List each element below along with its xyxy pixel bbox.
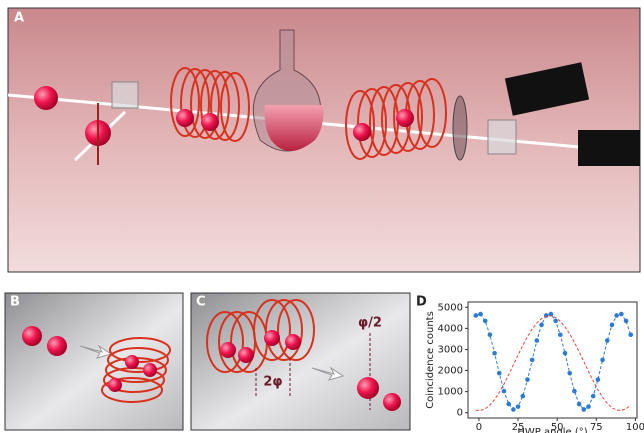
y-tick-label: 5000: [438, 302, 463, 313]
data-point: [516, 404, 521, 409]
data-point: [605, 338, 610, 343]
data-point: [610, 323, 615, 328]
data-point: [596, 377, 601, 382]
photon: [47, 336, 67, 356]
data-point: [530, 358, 535, 363]
photon: [353, 123, 371, 141]
x-tick-label: 100: [626, 422, 644, 433]
data-point: [520, 394, 525, 399]
y-tick-label: 1000: [438, 387, 463, 398]
data-point: [492, 351, 497, 356]
x-tick-label: 75: [590, 422, 603, 433]
data-point: [581, 407, 586, 412]
figure: A B: [0, 0, 644, 433]
waveplate: [453, 96, 467, 160]
photon: [285, 334, 301, 350]
panel-b: B: [5, 293, 183, 430]
y-tick-label: 3000: [438, 344, 463, 355]
data-point: [558, 332, 563, 337]
y-axis-label: Coincidence counts: [425, 311, 436, 409]
data-point: [600, 358, 605, 363]
panel-label: A: [14, 11, 24, 26]
data-point: [535, 338, 540, 343]
data-point: [511, 407, 516, 412]
y-tick-label: 4000: [438, 323, 463, 334]
data-point: [619, 312, 624, 317]
photon: [264, 330, 280, 346]
data-point: [567, 371, 572, 376]
panel-label: B: [10, 295, 20, 310]
x-axis-label: HWP angle (°): [517, 427, 587, 433]
photon: [125, 355, 139, 369]
data-point: [488, 332, 493, 337]
data-point: [483, 319, 488, 324]
data-point: [563, 351, 568, 356]
data-point: [539, 323, 544, 328]
photon: [357, 377, 379, 399]
photon: [108, 378, 122, 392]
data-point: [506, 402, 511, 407]
beam-splitter: [488, 120, 516, 154]
photon: [201, 113, 219, 131]
data-point: [497, 371, 502, 376]
detector: [578, 130, 640, 166]
annotation: 2φ: [263, 375, 282, 390]
data-point: [502, 389, 507, 394]
data-point: [591, 394, 596, 399]
photon: [176, 109, 194, 127]
annotation: φ/2: [358, 316, 382, 331]
panel-label: C: [196, 295, 206, 310]
panel-label: D: [416, 295, 427, 310]
data-point: [474, 313, 479, 318]
data-point: [628, 332, 633, 337]
data-point: [478, 312, 483, 317]
data-point: [525, 377, 530, 382]
photon: [383, 393, 401, 411]
photon: [34, 86, 58, 110]
y-tick-label: 2000: [438, 366, 463, 377]
x-tick-label: 0: [476, 422, 482, 433]
panel-c: C 2φ φ/2: [191, 293, 410, 430]
data-point: [577, 402, 582, 407]
photon: [396, 109, 414, 127]
photon: [143, 363, 157, 377]
photon: [238, 347, 254, 363]
data-point: [614, 313, 619, 318]
panel-a: A: [8, 8, 640, 272]
y-tick-label: 0: [457, 408, 463, 419]
beam-splitter: [112, 82, 138, 108]
data-point: [572, 389, 577, 394]
data-point: [624, 319, 629, 324]
data-point: [553, 319, 558, 324]
photon: [22, 326, 42, 346]
data-point: [586, 404, 591, 409]
photon: [220, 342, 236, 358]
